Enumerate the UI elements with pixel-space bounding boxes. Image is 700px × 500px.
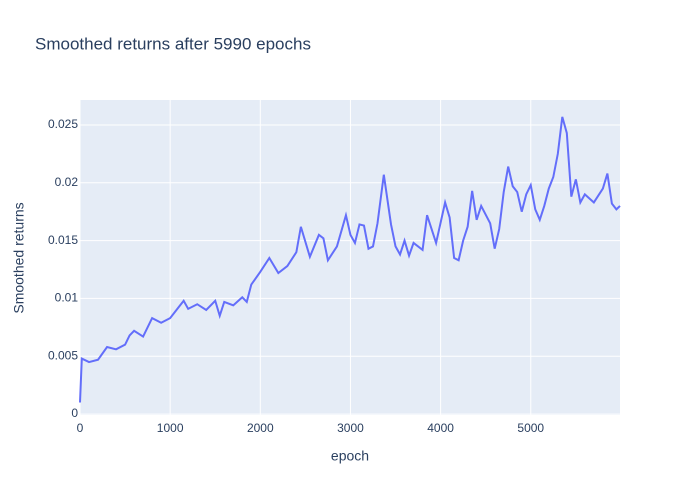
x-axis-label: epoch — [331, 448, 369, 464]
x-tick-label: 2000 — [247, 421, 274, 435]
y-tick-label: 0.025 — [48, 117, 78, 131]
y-tick-label: 0.005 — [48, 348, 78, 362]
x-tick-label: 3000 — [337, 421, 364, 435]
x-tick-label: 4000 — [427, 421, 454, 435]
y-axis-label: Smoothed returns — [11, 202, 27, 313]
grid — [79, 100, 620, 415]
data-line — [79, 116, 621, 403]
y-tick-label: 0 — [71, 406, 78, 420]
y-tick-label: 0.02 — [55, 175, 79, 189]
y-tick-label: 0.015 — [48, 233, 78, 247]
chart-title: Smoothed returns after 5990 epochs — [35, 34, 311, 53]
marks — [79, 116, 621, 403]
x-tick-label: 1000 — [157, 421, 184, 435]
y-tick-label: 0.01 — [55, 291, 79, 305]
x-tick-label: 5000 — [517, 421, 544, 435]
x-tick-label: 0 — [77, 421, 84, 435]
